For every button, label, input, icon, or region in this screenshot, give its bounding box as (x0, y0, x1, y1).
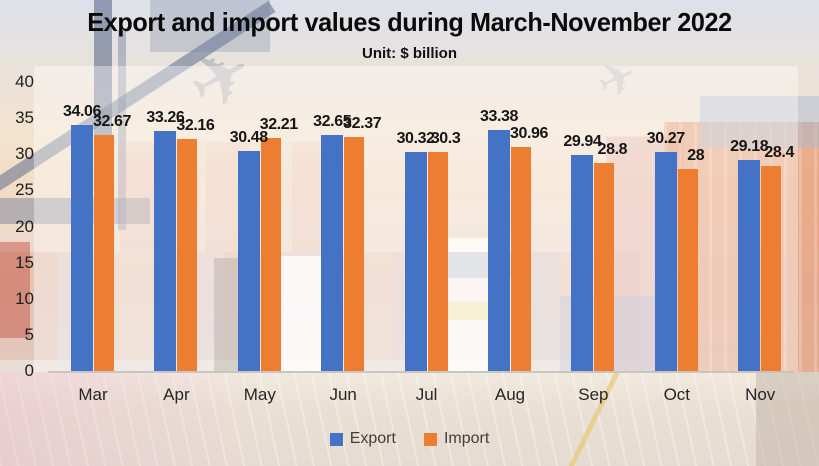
import-value-label: 28 (687, 146, 705, 164)
chart-legend: Export Import (0, 430, 819, 448)
x-axis-category-label: Sep (578, 385, 609, 404)
export-value-label: 32.65 (313, 113, 352, 131)
import-bar-may (260, 138, 281, 371)
x-axis-category-label: Mar (78, 385, 108, 404)
export-value-label: 29.18 (730, 138, 769, 156)
export-bar-aug (488, 129, 510, 371)
y-axis-tick-label: 0 (24, 361, 34, 380)
import-legend-label: Import (443, 430, 490, 447)
import-value-label: 32.67 (92, 112, 132, 130)
x-axis-category-label: May (243, 385, 276, 404)
x-axis-category-label: Apr (163, 385, 190, 404)
x-axis-line (48, 371, 794, 373)
import-bar-nov (761, 165, 782, 371)
export-bar-jun (321, 135, 344, 371)
y-axis-tick-label: 30 (15, 144, 34, 164)
legend-item-import: Import (423, 430, 490, 448)
import-value-label: 32.16 (176, 116, 215, 134)
import-value-label: 30.3 (430, 130, 461, 148)
y-axis-tick-label: 15 (15, 252, 34, 272)
import-bar-jun (344, 137, 365, 371)
export-value-label: 33.38 (479, 107, 519, 125)
export-bar-oct (654, 152, 677, 371)
export-bar-mar (71, 124, 93, 371)
y-axis-tick-label: 35 (15, 108, 34, 128)
export-value-label: 30.48 (229, 128, 268, 146)
export-bar-sep (571, 154, 594, 371)
y-axis-tick-label: 10 (15, 288, 34, 308)
y-axis-tick-label: 25 (15, 180, 34, 200)
import-value-label: 30.96 (509, 125, 549, 143)
export-bar-may (237, 150, 260, 371)
import-bar-oct (677, 168, 698, 371)
export-value-label: 30.32 (396, 129, 435, 147)
legend-item-export: Export (329, 430, 396, 448)
y-axis-tick-label: 40 (15, 72, 34, 91)
chart-title: Export and import values during March-No… (87, 7, 732, 37)
x-axis-category-label: Oct (663, 385, 691, 404)
import-bar-aug (511, 147, 531, 371)
import-bar-sep (594, 162, 615, 371)
import-value-label: 28.4 (764, 143, 794, 161)
van-silhouette (276, 256, 326, 372)
x-axis-category-label: Nov (745, 385, 776, 404)
export-bar-nov (738, 160, 761, 371)
export-legend-swatch (329, 432, 343, 446)
y-axis-tick-label: 5 (24, 324, 34, 344)
export-value-label: 29.94 (563, 132, 602, 150)
import-bar-apr (177, 138, 198, 371)
import-bar-mar (94, 134, 114, 371)
chart-subtitle: Unit: $ billion (362, 45, 457, 62)
export-bar-jul (404, 151, 427, 371)
export-value-label: 33.26 (146, 108, 185, 126)
x-axis-category-label: Jul (415, 385, 438, 404)
export-value-label: 30.27 (646, 130, 685, 148)
y-axis-tick-label: 20 (15, 216, 34, 236)
export-legend-label: Export (349, 430, 396, 447)
x-axis-category-label: Jun (329, 385, 357, 404)
x-axis-category-label: Aug (494, 385, 526, 404)
import-value-label: 32.37 (343, 115, 382, 133)
import-value-label: 28.8 (597, 140, 628, 158)
export-value-label: 34.06 (62, 102, 102, 120)
import-legend-swatch (423, 432, 437, 446)
export-bar-apr (154, 130, 177, 371)
import-bar-jul (427, 152, 448, 371)
import-value-label: 32.21 (259, 116, 298, 134)
